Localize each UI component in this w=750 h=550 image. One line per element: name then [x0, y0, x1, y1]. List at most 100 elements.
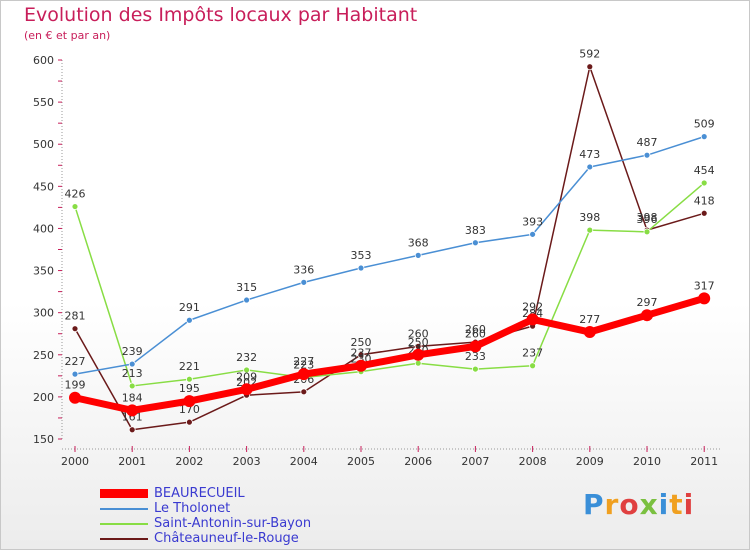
legend-label: BEAUREC​UEIL [154, 486, 245, 501]
x-tick-label: 2002 [175, 455, 203, 468]
data-label: 195 [179, 382, 200, 395]
data-point [414, 251, 422, 259]
data-point [698, 292, 711, 305]
data-label: 509 [694, 118, 715, 131]
data-point [69, 391, 81, 404]
data-point [586, 63, 594, 71]
data-point [412, 348, 425, 361]
data-point [126, 404, 139, 417]
data-label: 209 [236, 370, 257, 383]
data-label: 454 [694, 164, 715, 177]
data-point [183, 395, 196, 408]
data-label: 260 [465, 327, 486, 340]
y-tick-label: 250 [33, 349, 54, 362]
data-point [128, 360, 136, 368]
data-point [700, 209, 708, 217]
legend-item-chateauneuf: Châteauneuf-le-Rouge [100, 531, 311, 546]
y-tick-label: 600 [33, 54, 54, 67]
y-tick-label: 450 [33, 180, 54, 193]
data-point [355, 359, 367, 372]
data-point [243, 296, 251, 304]
data-point [469, 340, 482, 353]
legend-label: Saint-Antonin-sur-Bayon [154, 516, 312, 531]
data-label: 232 [236, 351, 257, 364]
data-point [357, 264, 365, 272]
data-point [300, 278, 308, 286]
data-point [185, 316, 193, 324]
data-label: 161 [122, 411, 143, 424]
data-label: 418 [694, 194, 715, 207]
x-tick-label: 2007 [461, 455, 489, 468]
data-label: 199 [65, 379, 86, 392]
data-point [414, 359, 422, 367]
data-point [529, 362, 536, 370]
data-label: 393 [522, 215, 543, 228]
data-label: 426 [65, 188, 86, 201]
data-label: 398 [579, 211, 600, 224]
y-tick-label: 350 [33, 265, 54, 278]
data-point [297, 368, 310, 381]
legend-label: Le Tholonet [154, 501, 231, 516]
x-tick-label: 2004 [290, 455, 318, 468]
data-label: 315 [236, 281, 257, 294]
data-point [471, 365, 479, 373]
data-label: 237 [522, 347, 543, 360]
data-label: 281 [65, 310, 86, 323]
y-tick-label: 200 [33, 391, 54, 404]
data-point [586, 226, 594, 234]
data-label: 487 [637, 136, 658, 149]
data-label: 317 [694, 279, 715, 292]
series-line-2 [74, 182, 705, 387]
data-point [128, 382, 136, 390]
data-point [128, 426, 136, 434]
data-point [71, 203, 79, 210]
data-label: 383 [465, 224, 486, 237]
data-label: 227 [65, 355, 86, 368]
legend: BEAUREC​UEIL Le Tholonet Saint-Antonin-s… [100, 486, 311, 546]
data-label: 592 [579, 48, 600, 61]
data-point [185, 375, 193, 383]
data-label: 260 [408, 327, 429, 340]
y-tick-label: 550 [33, 96, 54, 109]
data-label: 353 [351, 249, 372, 262]
legend-label: Châteauneuf-le-Rouge [154, 531, 299, 546]
x-tick-label: 2003 [233, 455, 261, 468]
data-point [243, 366, 251, 374]
data-label: 250 [408, 336, 429, 349]
data-point [641, 309, 653, 322]
data-label: 250 [351, 336, 372, 349]
data-label: 237 [351, 347, 372, 360]
x-tick-label: 2005 [347, 455, 375, 468]
data-point [583, 326, 596, 339]
x-tick-label: 2006 [404, 455, 432, 468]
data-label: 277 [579, 313, 600, 326]
chart-title: Evolution des Impôts locaux par Habitant [24, 4, 418, 26]
data-label: 292 [522, 300, 543, 313]
legend-item-le-tholonet: Le Tholonet [100, 501, 311, 516]
data-label: 170 [179, 403, 200, 416]
y-tick-label: 500 [33, 138, 54, 151]
data-point [300, 388, 308, 396]
data-point [586, 163, 594, 171]
data-label: 184 [122, 391, 143, 404]
x-tick-label: 2001 [118, 455, 146, 468]
legend-swatch-le-tholonet [100, 507, 148, 510]
data-point [643, 151, 651, 159]
legend-item-beaurecueil: BEAUREC​UEIL [100, 486, 311, 501]
data-point [240, 383, 253, 396]
data-point [185, 418, 193, 426]
data-label: 297 [637, 296, 658, 309]
data-label: 239 [122, 345, 143, 358]
data-label: 260 [465, 323, 486, 336]
data-point [357, 351, 365, 359]
series-line-3 [74, 65, 705, 431]
data-point [71, 370, 79, 378]
data-label: 291 [179, 301, 200, 314]
x-tick-label: 2000 [61, 455, 89, 468]
proxiti-logo: Proxiti [583, 488, 695, 521]
data-label: 223 [293, 359, 314, 372]
data-point [529, 230, 536, 238]
data-label: 473 [579, 148, 600, 161]
